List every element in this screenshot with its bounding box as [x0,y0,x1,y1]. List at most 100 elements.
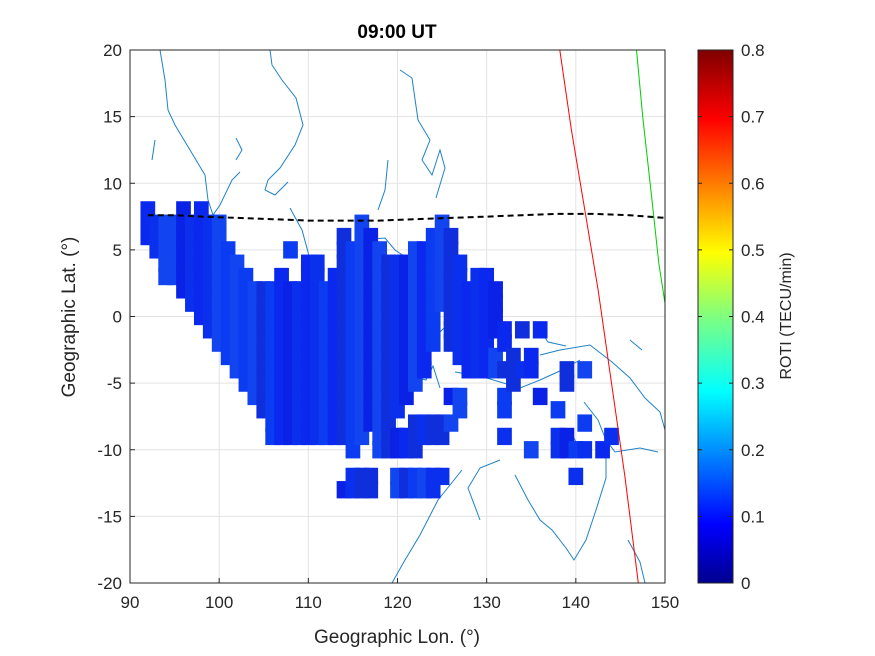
roti-cell [399,387,414,406]
roti-cell [559,361,575,379]
roti-cell [497,387,512,406]
roti-cells [140,201,619,499]
y-tick-label: -15 [97,507,122,526]
y-tick-label: -20 [97,574,122,593]
roti-cell [425,481,441,499]
roti-cell [211,214,227,232]
roti-cell [283,241,298,259]
colorbar-ticks: 0 0.1 0.2 0.3 0.4 0.5 0.6 0.7 0.8 [698,41,765,593]
roti-cell [506,347,521,366]
y-tick-label: 10 [103,174,122,193]
roti-cell [559,427,575,446]
roti-cell [532,387,548,406]
roti-cell [425,321,441,339]
roti-cell [425,334,441,352]
roti-cell [390,401,405,419]
colorbar-tick-label: 0.6 [741,174,765,193]
roti-cell [238,267,254,286]
colorbar-tick-label: 0.4 [741,308,765,327]
roti-cell [434,467,450,486]
x-tick-label: 120 [383,593,411,612]
x-tick-label: 100 [205,593,233,612]
roti-cell [577,361,593,379]
roti-cell [416,361,432,379]
roti-cell [443,414,459,432]
x-axis-label: Geographic Lon. (°) [314,627,480,648]
chart-title: 09:00 UT [357,22,437,43]
roti-cell [532,321,548,339]
y-tick-label: 5 [113,241,122,260]
roti-cell [425,307,441,326]
y-tick-label: 20 [103,41,122,60]
roti-cell [523,441,539,459]
roti-cell [497,334,512,352]
roti-cell [372,241,388,259]
axis-ticks: 90 100 110 120 130 140 150 -20 -15 -10 -5 0 5 10 15 20 [97,41,679,612]
colorbar-tick-label: 0.8 [741,41,765,60]
roti-cell [514,321,530,339]
colorbar-tick-label: 0.5 [741,241,765,260]
roti-cell [416,347,432,366]
roti-cell [211,227,227,246]
roti-cell [407,441,423,459]
roti-cell [550,401,566,419]
roti-cell [604,427,619,446]
roti-cell [479,334,495,352]
roti-cell [488,347,503,366]
y-tick-label: 15 [103,108,122,127]
x-tick-label: 130 [472,593,500,612]
y-tick-label: -10 [97,441,122,460]
roti-cell [443,227,459,246]
roti-cell [363,227,379,246]
red-track-line [559,50,639,583]
x-tick-label: 140 [562,593,590,612]
x-tick-label: 90 [121,593,140,612]
green-track-line [636,50,665,304]
roti-cell [559,374,575,392]
roti-cell [479,267,495,286]
y-tick-label: -5 [107,374,122,393]
colorbar-label: ROTI (TECU/min) [778,252,795,379]
roti-cell [452,254,468,272]
roti-cell [577,414,593,432]
roti-cell [488,307,503,326]
roti-cell [577,441,593,459]
roti-cell [274,267,289,286]
roti-cell [523,361,539,379]
colorbar-tick-label: 0.2 [741,441,765,460]
x-tick-label: 150 [651,593,679,612]
roti-cell [407,374,423,392]
roti-cell [220,241,236,259]
roti-cell [363,467,379,486]
roti-cell [497,321,512,339]
roti-cell [443,241,459,259]
y-tick-label: 0 [113,308,122,327]
colorbar-tick-label: 0.3 [741,374,765,393]
roti-cell [523,347,539,366]
roti-cell [309,254,325,272]
overlay-lines [147,50,665,583]
roti-cell [488,281,503,299]
roti-cell [506,374,521,392]
roti-cell [452,387,468,406]
roti-cell [354,214,370,232]
roti-cell [452,401,468,419]
roti-cell [363,481,379,499]
roti-cell [568,467,584,486]
colorbar-tick-label: 0.7 [741,108,765,127]
roti-cell [595,441,610,459]
roti-cell [193,201,209,219]
colorbar-tick-label: 0.1 [741,507,765,526]
roti-cell [381,414,396,432]
roti-cell [309,267,325,286]
roti-cell [229,254,245,272]
x-tick-label: 110 [295,593,322,612]
roti-cell [452,267,468,286]
roti-cell [336,227,352,246]
magnetic-equator-line [147,212,665,222]
roti-cell [497,401,512,419]
roti-cell [345,441,361,459]
colorbar-tick-label: 0 [741,574,750,593]
roti-cell [434,427,450,446]
